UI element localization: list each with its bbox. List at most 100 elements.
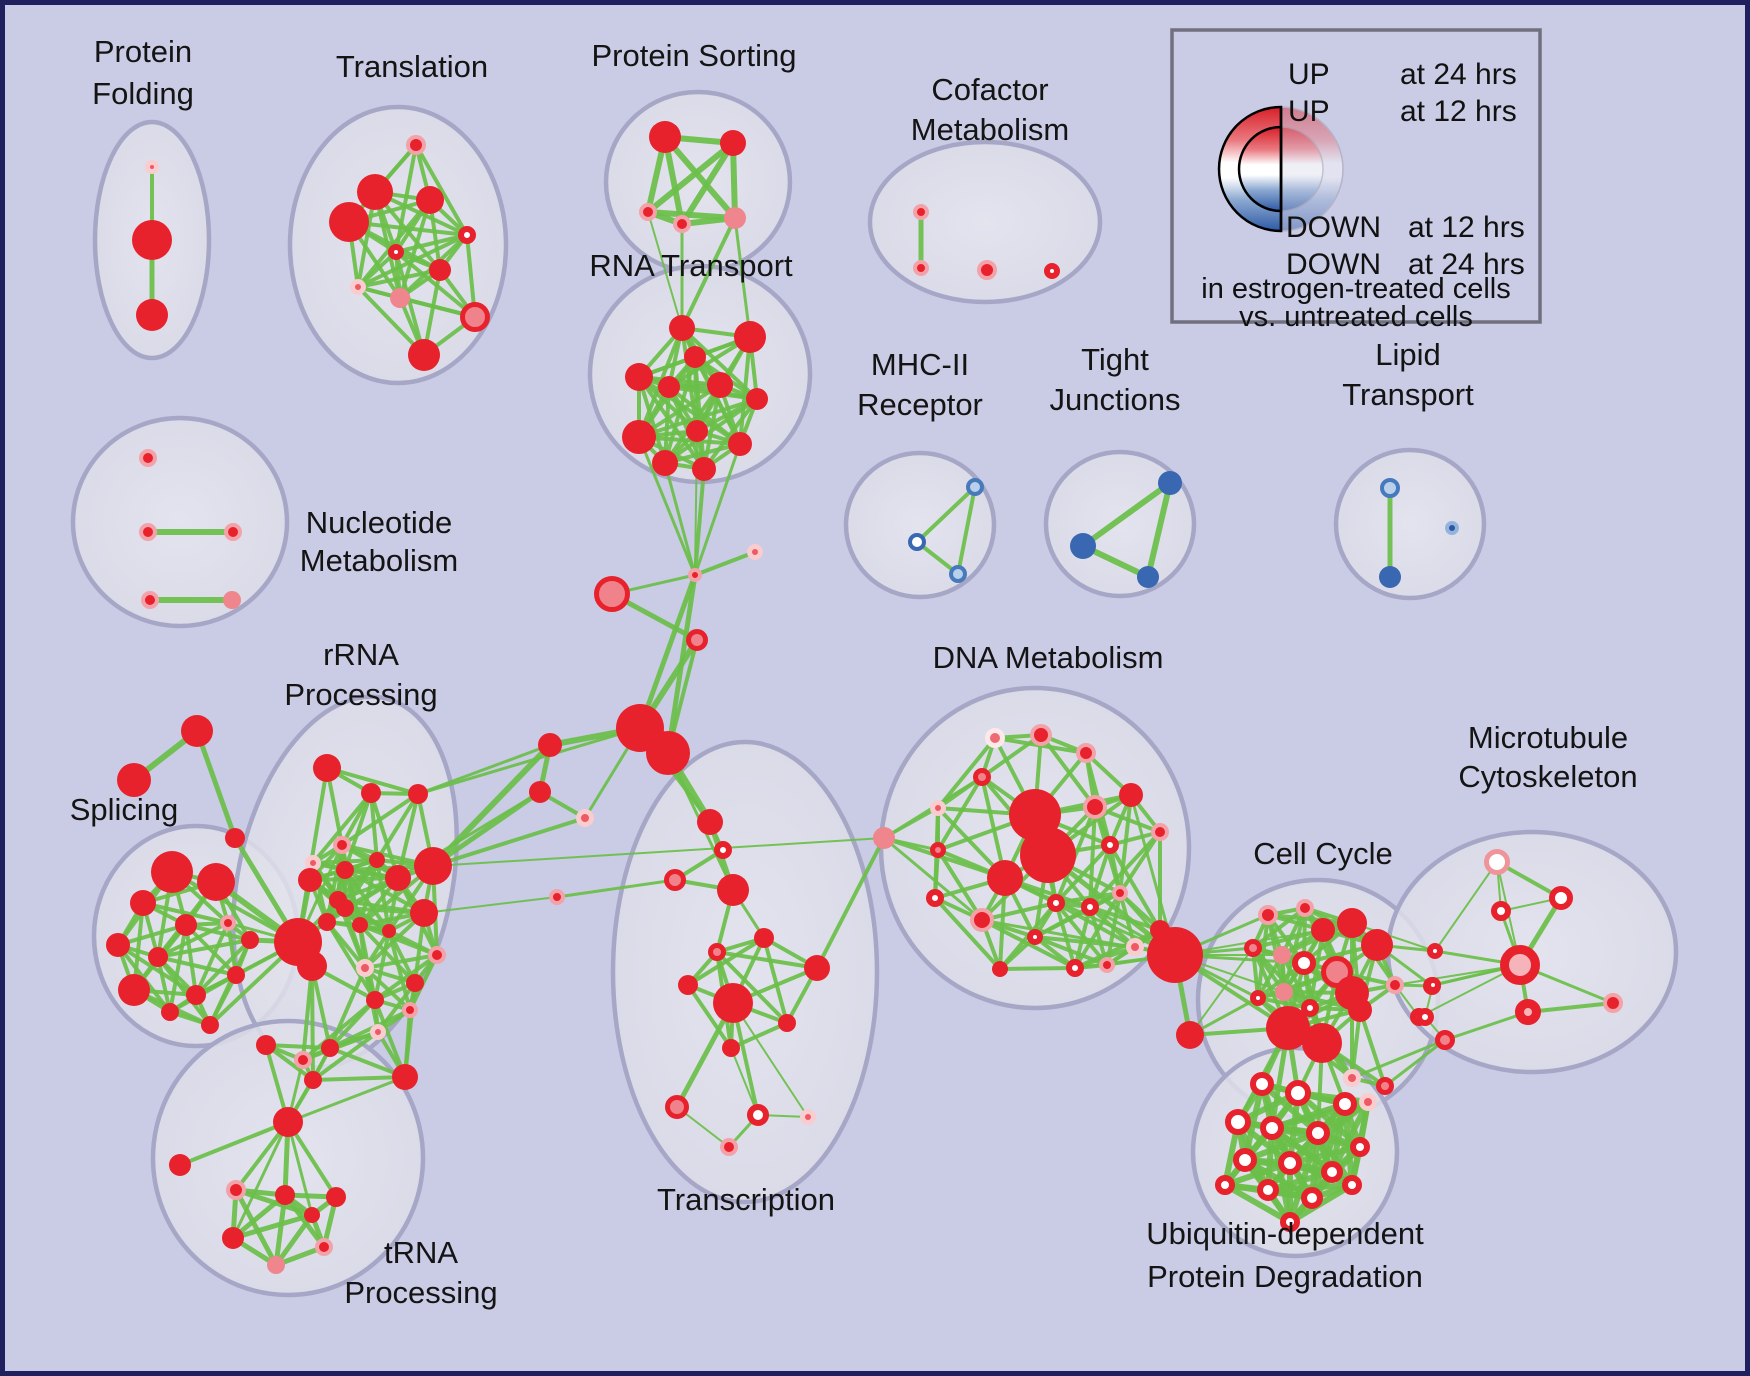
edge xyxy=(815,836,886,970)
edge xyxy=(732,1002,809,1118)
edge xyxy=(637,572,698,731)
edge xyxy=(1054,843,1112,905)
node-pink xyxy=(873,827,895,849)
edge xyxy=(296,766,329,944)
node-red xyxy=(622,420,656,454)
node-whiteCore xyxy=(1292,951,1316,975)
node-whiteCore xyxy=(1416,1008,1434,1026)
node-whiteCore xyxy=(1027,929,1043,945)
node-pinkRing xyxy=(1386,976,1404,994)
edge xyxy=(663,461,697,577)
node-red xyxy=(416,186,444,214)
edge xyxy=(1526,1001,1615,1014)
node-pink xyxy=(223,591,241,609)
edge xyxy=(231,1120,290,1240)
edge xyxy=(194,728,238,841)
node-red xyxy=(169,1154,191,1176)
edge xyxy=(686,936,766,987)
cluster-label-lipid-transport: Lipid xyxy=(1375,337,1441,372)
node-whiteOut xyxy=(985,728,1005,748)
node-pinkRing xyxy=(1099,957,1115,973)
legend-up-24-dir: UP xyxy=(1288,58,1330,91)
cluster-label-transcription: Transcription xyxy=(657,1182,835,1217)
node-pinkCoreBig xyxy=(1515,999,1541,1025)
node-pinkRing xyxy=(315,1238,333,1256)
node-pinkRing xyxy=(977,260,997,280)
edge xyxy=(686,983,733,1050)
legend: UP at 24 hrs UP at 12 hrs DOWN at 12 hrs… xyxy=(1170,28,1542,333)
cluster-label-protein-folding: Folding xyxy=(92,76,194,111)
edge xyxy=(882,836,1007,880)
node-red xyxy=(684,346,706,368)
edge xyxy=(375,792,420,862)
edge xyxy=(301,998,377,1062)
node-red xyxy=(1266,1006,1310,1050)
node-red xyxy=(992,961,1008,977)
node-whiteCore xyxy=(388,244,404,260)
node-red xyxy=(408,784,428,804)
edge xyxy=(310,964,315,1082)
edge xyxy=(1434,861,1498,952)
edge xyxy=(356,268,442,289)
node-red xyxy=(697,809,723,835)
node-whiteCore xyxy=(1066,959,1084,977)
node-red xyxy=(329,202,369,242)
node-red xyxy=(117,763,151,797)
node-red xyxy=(352,917,368,933)
node-blueCore xyxy=(1445,521,1459,535)
edge xyxy=(662,134,738,221)
node-red xyxy=(713,983,753,1023)
node-red xyxy=(222,1227,244,1249)
node-whiteCore xyxy=(1427,943,1443,959)
edge xyxy=(1118,793,1133,895)
node-whiteCore xyxy=(1301,999,1319,1017)
node-whiteCore xyxy=(1225,1109,1251,1135)
edge xyxy=(936,736,997,810)
node-blueRingLight xyxy=(966,478,984,496)
edge xyxy=(733,216,752,339)
edge xyxy=(394,233,469,254)
edge xyxy=(356,233,469,289)
edge xyxy=(936,775,984,852)
node-paleRing xyxy=(800,1109,816,1125)
node-red xyxy=(1348,998,1372,1022)
edge xyxy=(637,397,759,439)
node-whiteCore xyxy=(1285,1080,1311,1106)
node-pinkCore xyxy=(594,576,630,612)
node-whiteCore xyxy=(747,1104,769,1126)
node-red xyxy=(1337,908,1367,938)
edge xyxy=(956,485,977,576)
node-red xyxy=(1311,918,1335,942)
edge xyxy=(156,955,238,977)
node-whiteCore xyxy=(1333,1092,1357,1116)
edge xyxy=(423,896,558,914)
node-pink xyxy=(1273,946,1291,964)
node-red xyxy=(686,420,708,442)
node-pinkRing xyxy=(333,836,351,854)
cluster-ellipse-tight-junctions xyxy=(1043,449,1197,599)
cluster-label-mhc-ii-receptor: MHC-II xyxy=(871,347,969,382)
legend-up-12-dir: UP xyxy=(1288,95,1330,128)
edge xyxy=(1145,480,1173,580)
node-red xyxy=(728,432,752,456)
edge xyxy=(356,250,398,289)
node-red xyxy=(201,1016,219,1034)
node-whiteCore xyxy=(1101,836,1119,854)
edge xyxy=(414,143,469,237)
node-blue xyxy=(1158,471,1182,495)
cluster-label-nucleotide-metabolism: Nucleotide xyxy=(306,505,452,540)
node-red xyxy=(734,321,766,353)
node-red xyxy=(161,1003,179,1021)
edge xyxy=(1251,928,1325,950)
node-pinkRing xyxy=(673,215,691,233)
edge xyxy=(915,485,977,544)
edge xyxy=(170,870,300,944)
node-paleRing xyxy=(145,160,159,174)
node-pinkCore xyxy=(460,302,490,332)
node-whiteCore xyxy=(1044,263,1060,279)
node-whiteCore xyxy=(1250,1072,1274,1096)
legend-down-24-dir: DOWN xyxy=(1286,248,1381,281)
cluster-label-trna-processing: Processing xyxy=(344,1275,497,1310)
node-red xyxy=(336,899,354,917)
cluster-label-cofactor-metabolism: Metabolism xyxy=(911,112,1070,147)
